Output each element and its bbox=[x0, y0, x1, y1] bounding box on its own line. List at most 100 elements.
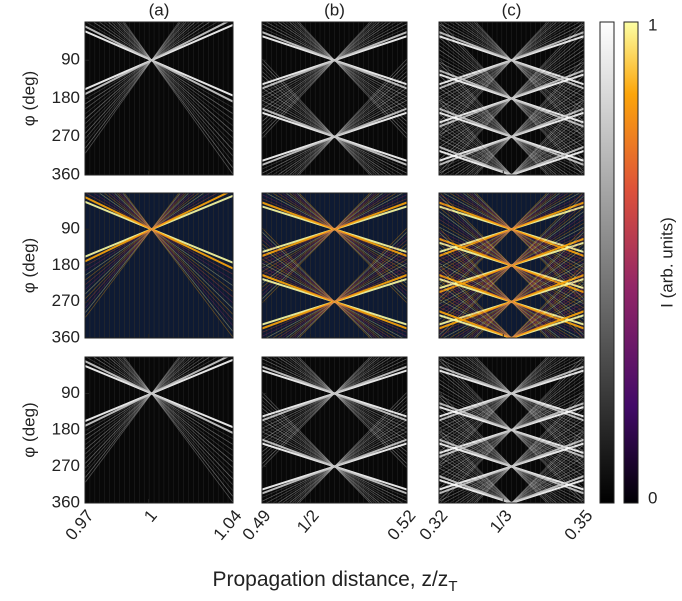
heatmap-streak bbox=[439, 62, 550, 175]
heatmap-streak bbox=[439, 91, 575, 175]
heatmap-streak bbox=[510, 291, 584, 338]
heatmap-streak bbox=[439, 36, 584, 161]
heatmap-streak bbox=[439, 226, 584, 305]
heatmap-streak bbox=[468, 357, 584, 457]
heatmap-streak bbox=[439, 357, 548, 469]
heatmap-streak bbox=[85, 357, 181, 479]
heatmap-streak bbox=[458, 83, 584, 175]
heatmap-streak bbox=[510, 471, 584, 503]
heatmap-streak bbox=[510, 452, 584, 503]
heatmap-streak bbox=[439, 96, 513, 175]
column-label: (c) bbox=[502, 0, 522, 19]
heatmap-streak bbox=[439, 22, 581, 102]
heatmap-streak bbox=[439, 357, 584, 503]
heatmap-streak bbox=[439, 386, 584, 474]
heatmap-streak bbox=[85, 22, 190, 130]
heatmap-streak bbox=[262, 362, 407, 425]
heatmap-streak bbox=[85, 22, 181, 149]
heatmap-streak bbox=[439, 428, 513, 503]
heatmap-streak bbox=[85, 22, 187, 135]
heatmap-streak bbox=[439, 475, 515, 503]
heatmap-streak bbox=[439, 145, 515, 175]
heatmap-streak bbox=[262, 395, 373, 503]
heatmap-streak bbox=[475, 22, 584, 139]
heatmap-streak bbox=[439, 32, 584, 165]
y-axis-label: φ (deg) bbox=[19, 402, 38, 457]
heatmap-streak bbox=[85, 357, 193, 455]
heatmap-streak bbox=[442, 427, 584, 503]
heatmap-streak bbox=[262, 87, 392, 175]
x-axis-label-subscript: T bbox=[448, 578, 457, 595]
heatmap-streak bbox=[510, 299, 584, 338]
heatmap-streak bbox=[475, 193, 584, 304]
heatmap-streak bbox=[294, 235, 407, 338]
x-tick-label: 1/2 bbox=[293, 506, 323, 536]
heatmap-streak bbox=[473, 193, 584, 300]
panel bbox=[261, 192, 408, 339]
y-tick-label: 360 bbox=[52, 164, 80, 183]
heatmap-streak bbox=[439, 28, 584, 169]
heatmap-streak bbox=[439, 358, 584, 429]
heatmap-streak bbox=[473, 62, 584, 175]
heatmap-streak bbox=[439, 287, 513, 338]
colorbar bbox=[623, 21, 639, 504]
heatmap-streak bbox=[439, 71, 555, 175]
heatmap-streak bbox=[439, 193, 550, 300]
heatmap-streak bbox=[288, 22, 407, 122]
heatmap-streak bbox=[281, 22, 407, 114]
heatmap-streak bbox=[439, 41, 584, 156]
heatmap-streak bbox=[439, 230, 584, 301]
heatmap-streak bbox=[510, 295, 584, 338]
heatmap-streak bbox=[92, 22, 233, 115]
heatmap-streak bbox=[468, 71, 584, 175]
heatmap-texture bbox=[85, 357, 233, 503]
heatmap-streak bbox=[439, 367, 584, 493]
heatmap-streak bbox=[262, 365, 407, 422]
heatmap-streak bbox=[439, 291, 513, 338]
heatmap-streak bbox=[262, 91, 398, 175]
heatmap-streak bbox=[475, 391, 584, 503]
y-tick-label: 180 bbox=[52, 255, 80, 274]
heatmap-streak bbox=[262, 258, 398, 338]
heatmap-streak bbox=[454, 22, 584, 110]
heatmap-streak bbox=[439, 407, 558, 503]
heatmap-streak bbox=[123, 357, 233, 503]
y-tick-label: 270 bbox=[52, 126, 80, 145]
heatmap-streak bbox=[439, 226, 584, 305]
heatmap-streak bbox=[294, 399, 407, 503]
heatmap-streak bbox=[85, 22, 196, 120]
heatmap-streak bbox=[262, 22, 375, 131]
heatmap-streak bbox=[508, 310, 584, 338]
heatmap-streak bbox=[439, 22, 565, 114]
heatmap-streak bbox=[439, 357, 552, 461]
heatmap-streak bbox=[508, 149, 584, 175]
panel: 0.49 1/2 0.52 bbox=[239, 356, 420, 544]
x-tick-label: 1/3 bbox=[486, 506, 516, 536]
heatmap-streak bbox=[439, 379, 584, 481]
heatmap-streak bbox=[439, 415, 565, 503]
heatmap-streak bbox=[103, 357, 233, 457]
heatmap-streak bbox=[262, 62, 373, 175]
heatmap-streak bbox=[439, 359, 584, 501]
x-tick-label: 0.52 bbox=[384, 506, 420, 544]
heatmap-streak bbox=[439, 357, 550, 465]
heatmap-streak bbox=[510, 263, 584, 338]
heatmap-streak bbox=[439, 138, 513, 175]
heatmap-streak bbox=[262, 358, 407, 429]
heatmap-streak bbox=[439, 390, 584, 470]
heatmap-streak bbox=[296, 231, 407, 338]
heatmap-streak bbox=[439, 386, 584, 474]
heatmap-streak bbox=[439, 36, 584, 161]
heatmap-streak bbox=[277, 193, 407, 276]
heatmap-streak bbox=[471, 399, 584, 503]
colorbar-tick-label: 1 bbox=[648, 15, 657, 34]
heatmap-streak bbox=[262, 357, 381, 453]
colorbar-tick-label: 0 bbox=[648, 488, 657, 507]
x-tick-label: 0.49 bbox=[239, 506, 275, 544]
heatmap-streak bbox=[465, 407, 584, 503]
heatmap-streak bbox=[98, 357, 233, 451]
heatmap-streak bbox=[262, 22, 398, 106]
heatmap-streak bbox=[262, 22, 404, 102]
heatmap-streak bbox=[439, 195, 584, 336]
heatmap-streak bbox=[262, 358, 407, 429]
